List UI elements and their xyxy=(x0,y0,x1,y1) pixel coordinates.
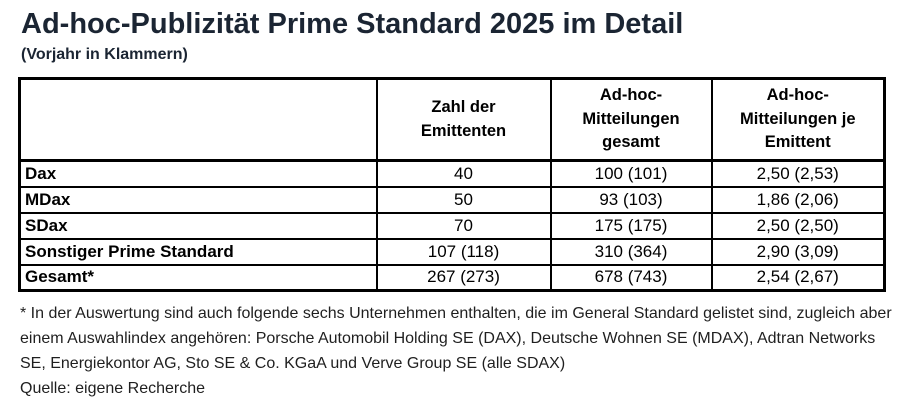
cell-mitteilungen-gesamt: 100 (101) xyxy=(549,159,713,188)
cell-emittenten: 40 xyxy=(375,159,552,188)
table-row-mdax: MDax 50 93 (103) 1,86 (2,06) xyxy=(18,185,886,214)
source-line: Quelle: eigene Recherche xyxy=(20,380,206,397)
row-label: MDax xyxy=(18,185,378,214)
cell-mitteilungen-je-emittent: 1,86 (2,06) xyxy=(710,185,886,214)
row-label: SDax xyxy=(18,211,378,240)
cell-mitteilungen-gesamt: 93 (103) xyxy=(549,185,713,214)
footnote: * In der Auswertung sind auch folgende s… xyxy=(20,305,892,372)
page: Ad-hoc-Publizität Prime Standard 2025 im… xyxy=(18,8,892,397)
cell-mitteilungen-je-emittent: 2,54 (2,67) xyxy=(710,263,886,292)
cell-mitteilungen-gesamt: 175 (175) xyxy=(549,211,713,240)
row-label: Sonstiger Prime Standard xyxy=(18,237,378,266)
table-row-dax: Dax 40 100 (101) 2,50 (2,53) xyxy=(18,159,886,188)
cell-mitteilungen-je-emittent: 2,90 (3,09) xyxy=(710,237,886,266)
column-header-mitteilungen-gesamt: Ad-hoc- Mitteilungen gesamt xyxy=(549,77,713,162)
cell-emittenten: 70 xyxy=(375,211,552,240)
cell-mitteilungen-je-emittent: 2,50 (2,50) xyxy=(710,211,886,240)
row-label: Gesamt* xyxy=(18,263,378,292)
cell-emittenten: 50 xyxy=(375,185,552,214)
page-subtitle: (Vorjahr in Klammern) xyxy=(21,46,188,63)
table-header-row: Zahl der Emittenten Ad-hoc- Mitteilungen… xyxy=(18,77,886,162)
cell-emittenten: 107 (118) xyxy=(375,237,552,266)
column-header-mitteilungen-je-emittent: Ad-hoc- Mitteilungen je Emittent xyxy=(710,77,886,162)
cell-mitteilungen-gesamt: 678 (743) xyxy=(549,263,713,292)
column-header-empty xyxy=(18,77,378,162)
column-header-zahl-der-emittenten: Zahl der Emittenten xyxy=(375,77,552,162)
adhoc-statistics-table: Zahl der Emittenten Ad-hoc- Mitteilungen… xyxy=(18,77,886,292)
table-row-sdax: SDax 70 175 (175) 2,50 (2,50) xyxy=(18,211,886,240)
cell-mitteilungen-gesamt: 310 (364) xyxy=(549,237,713,266)
row-label: Dax xyxy=(18,159,378,188)
page-title: Ad-hoc-Publizität Prime Standard 2025 im… xyxy=(21,8,684,40)
table-row-gesamt: Gesamt* 267 (273) 678 (743) 2,54 (2,67) xyxy=(18,263,886,292)
table-row-sonstiger-prime-standard: Sonstiger Prime Standard 107 (118) 310 (… xyxy=(18,237,886,266)
cell-emittenten: 267 (273) xyxy=(375,263,552,292)
cell-mitteilungen-je-emittent: 2,50 (2,53) xyxy=(710,159,886,188)
